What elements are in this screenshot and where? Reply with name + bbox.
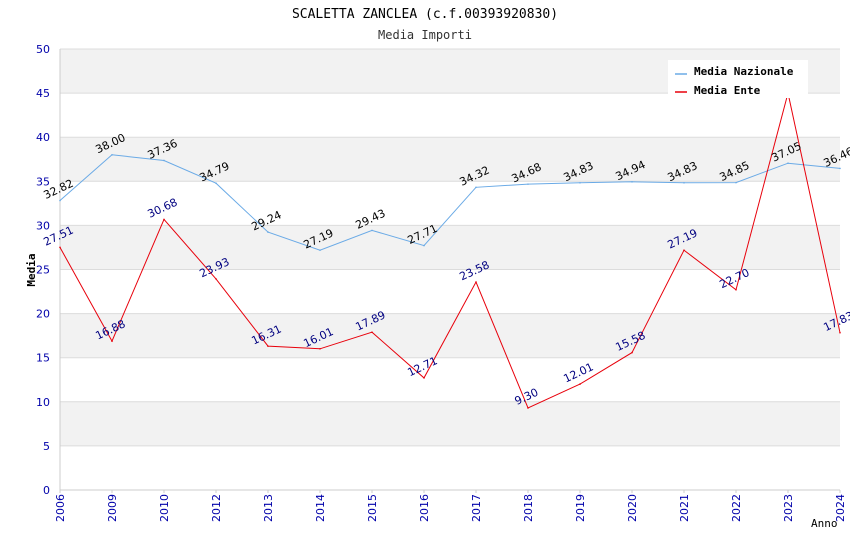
data-point [579,181,581,184]
x-tick-label: 2014 [314,494,327,522]
legend-label-nazionale: Media Nazionale [694,65,794,78]
x-tick-label: 2018 [522,494,535,522]
data-point [527,407,529,409]
data-point [163,159,165,162]
x-tick-label: 2006 [54,494,67,522]
x-tick-label: 2013 [262,494,275,522]
y-axis-label: Media [25,253,38,286]
data-point [735,181,737,184]
data-point [319,249,321,251]
data-point [371,331,373,334]
x-tick-label: 2021 [678,494,691,522]
data-point [423,244,425,247]
data-point [111,340,113,342]
grid-lines [60,48,840,491]
axes [59,49,840,491]
x-tick-label: 2016 [418,494,431,522]
y-tick-label: 10 [36,396,50,409]
legend-label-ente: Media Ente [694,84,761,97]
data-point [579,383,581,385]
data-point [839,331,841,334]
y-tick-label: 15 [36,352,50,365]
y-tick-label: 25 [36,264,50,277]
data-point [163,218,165,221]
y-tick-label: 5 [43,440,50,453]
data-point [267,231,269,233]
legend-box [668,60,808,98]
data-point [839,167,841,170]
y-tick-label: 20 [36,308,50,321]
y-tick-label: 45 [36,87,50,100]
data-point [371,229,373,232]
x-tick-label: 2019 [574,494,587,522]
x-tick-label: 2015 [366,494,379,522]
data-point [111,154,113,156]
y-tick-label: 50 [36,43,50,56]
y-tick-labels: 0 5 10 15 20 25 30 35 40 45 50 [36,43,50,497]
data-point [683,249,685,251]
data-point [423,377,425,379]
data-point [475,186,477,189]
y-tick-label: 0 [43,484,50,497]
data-point [787,162,789,165]
plot-band [60,313,840,358]
data-point [59,246,61,249]
x-tick-label: 2020 [626,494,639,522]
data-point [267,345,269,347]
x-tick-label: 2010 [158,494,171,522]
plot-band [60,225,840,270]
data-point [319,347,321,350]
data-point [735,288,737,291]
x-tick-labels: 2006 2009 2010 2012 2013 2014 2015 2016 2017 2018… [54,490,847,522]
data-label: 12.01 [561,360,595,385]
data-point [683,181,685,184]
data-point [527,183,529,185]
x-axis-label: Anno [811,517,838,530]
x-tick-label: 2024 [834,494,847,522]
x-tick-label: 2022 [730,494,743,522]
data-point [631,351,633,354]
data-point [475,281,477,283]
data-label: 30.68 [145,196,179,221]
data-point [215,278,217,280]
y-tick-label: 35 [36,175,50,188]
chart-subtitle: Media Importi [378,28,472,42]
x-tick-label: 2012 [210,494,223,522]
data-point [631,181,633,183]
plot-band [60,137,840,182]
legend: Media Nazionale Media Ente [668,60,808,98]
series-lines [59,92,841,409]
series-line-ente [59,92,841,409]
chart-title: SCALETTA ZANCLEA (c.f.00393920830) [292,7,558,22]
x-tick-label: 2023 [782,494,795,522]
plot-band [60,401,840,446]
y-tick-label: 30 [36,219,50,232]
y-tick-label: 40 [36,131,50,144]
series-line-nazionale [59,154,841,251]
data-point [215,182,217,184]
data-point [59,199,61,202]
x-tick-label: 2017 [470,494,483,522]
x-tick-label: 2009 [106,494,119,522]
plot-bands [60,49,840,446]
